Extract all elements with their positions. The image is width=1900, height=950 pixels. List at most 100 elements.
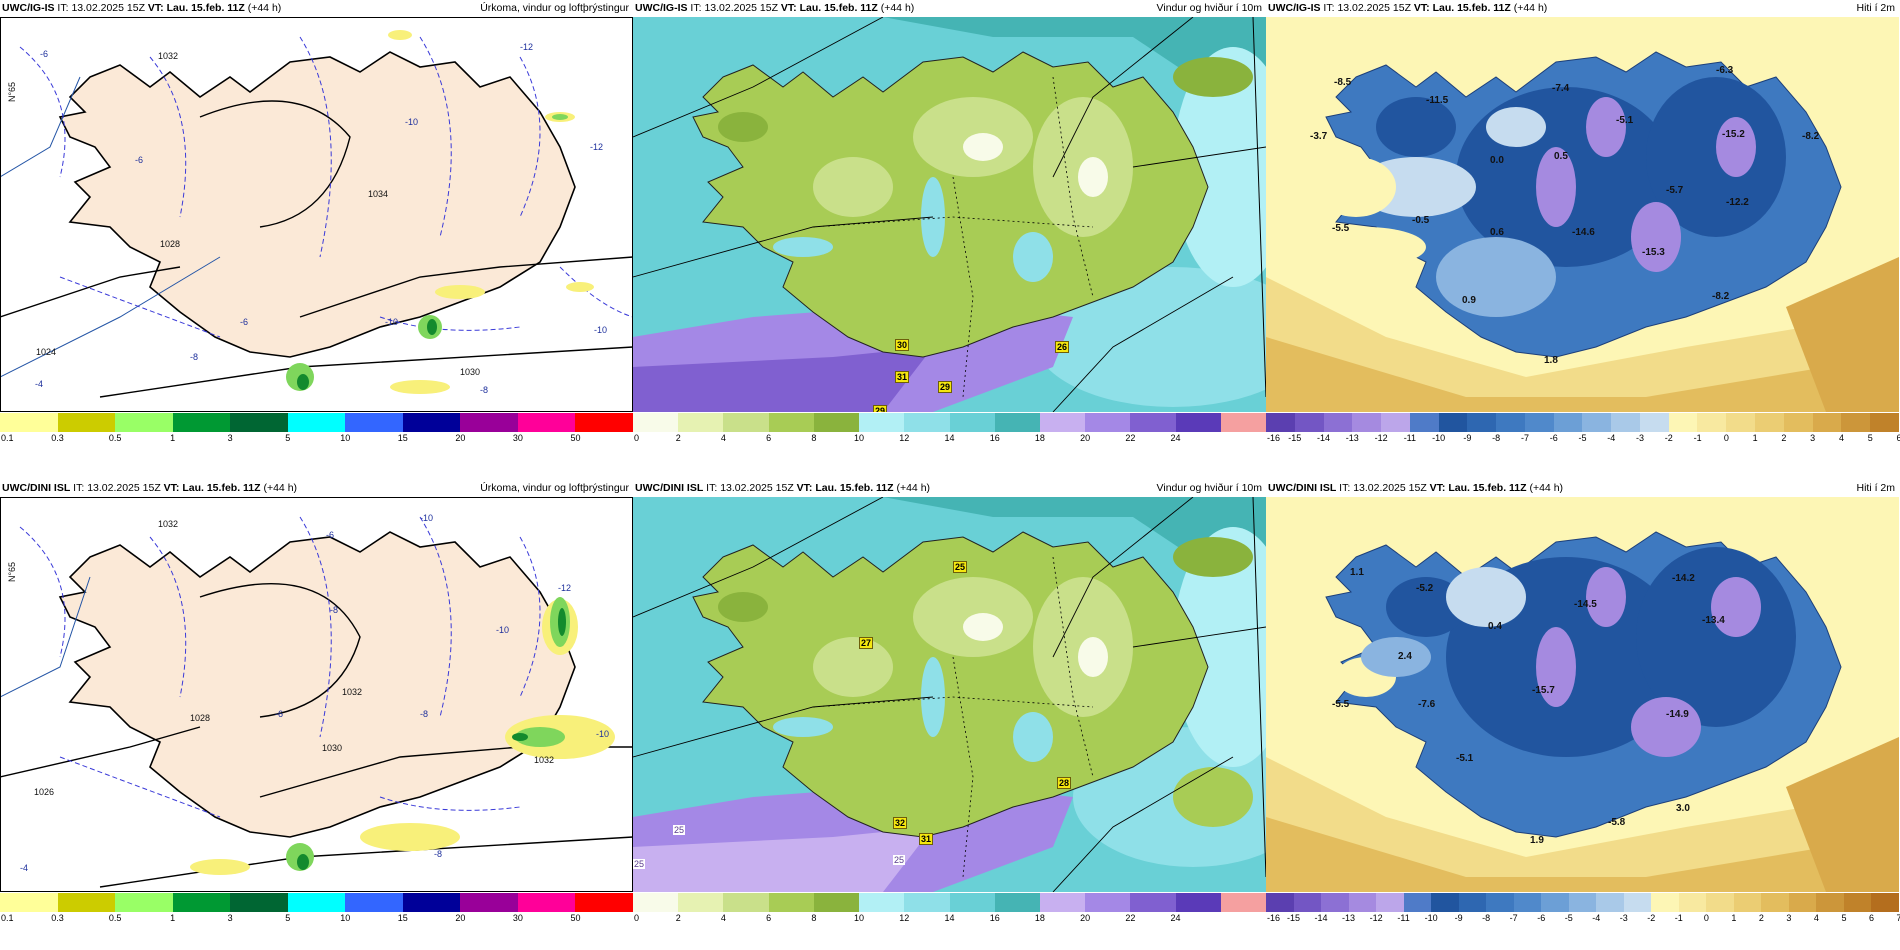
temp-label: 0.6 bbox=[1490, 227, 1504, 238]
colorbar-tick-label: 12 bbox=[899, 913, 910, 923]
it-value: 13.02.2025 15Z bbox=[87, 482, 161, 494]
colorbar-tick-label: 8 bbox=[811, 913, 817, 923]
colorbar-tick-label: 0.1 bbox=[1, 433, 14, 443]
colorbar-swatch bbox=[1524, 413, 1554, 432]
colorbar-swatch bbox=[994, 413, 1040, 432]
temp-label: -5.5 bbox=[1332, 223, 1350, 234]
panel-ig-precip: UWC/IG-IS IT: 13.02.2025 15Z VT: Lau. 15… bbox=[0, 0, 634, 452]
colorbar-swatch bbox=[1323, 413, 1353, 432]
colorbar-swatch bbox=[1085, 413, 1131, 432]
colorbar-tick-label: 6 bbox=[766, 913, 772, 923]
model-name: UWC/IG-IS bbox=[635, 2, 688, 14]
it-label: IT: bbox=[690, 2, 702, 14]
isotherm-label: -6 bbox=[275, 709, 284, 719]
colorbar-tick-label: 16 bbox=[989, 433, 1000, 443]
colorbar-swatch bbox=[1513, 893, 1542, 912]
panel-ig-temp: UWC/IG-IS IT: 13.02.2025 15Z VT: Lau. 15… bbox=[1266, 0, 1900, 452]
colorbar-swatch bbox=[1733, 893, 1762, 912]
colorbar-tick-label: 6 bbox=[766, 433, 772, 443]
colorbar-tick-label: -4 bbox=[1607, 433, 1616, 443]
model-name: UWC/IG-IS bbox=[1268, 2, 1321, 14]
colorbar-swatch bbox=[1812, 413, 1842, 432]
temp-label: -8.2 bbox=[1802, 131, 1820, 142]
map-area[interactable]: 1024 1028 1030 1032 1034 1028 -6 -6 -8 -… bbox=[0, 17, 633, 412]
isotherm-label: -4 bbox=[35, 379, 44, 389]
temp-label: 3.0 bbox=[1676, 803, 1690, 814]
colorbar-tick-label: 0.5 bbox=[108, 913, 122, 923]
vt-label: VT: bbox=[780, 2, 797, 14]
colorbar-swatch bbox=[0, 893, 58, 912]
temperature-map bbox=[1266, 17, 1899, 412]
gust-label: 26 bbox=[1055, 341, 1070, 353]
map-area[interactable]: 25 27 32 31 28 25 25 25 bbox=[633, 497, 1266, 892]
colorbar-tick-label: -9 bbox=[1463, 433, 1472, 443]
map-area[interactable]: 30 31 29 29 26 25 bbox=[633, 17, 1266, 412]
colorbar-tick-label: -10 bbox=[1424, 913, 1438, 923]
temp-label: -14.6 bbox=[1572, 227, 1595, 238]
colorbar-tick-label: -14 bbox=[1314, 913, 1328, 923]
vt-value: Lau. 15.feb. 11Z bbox=[799, 2, 878, 14]
colorbar-tick-label: 5 bbox=[285, 433, 291, 443]
colorbar-swatch bbox=[1467, 413, 1497, 432]
vt-label: VT: bbox=[1429, 482, 1446, 494]
colorbar-tick-label: -9 bbox=[1454, 913, 1463, 923]
colorbar-swatch bbox=[517, 893, 576, 912]
wind-colorbar bbox=[633, 413, 1267, 432]
panel-title: Vindur og hviður í 10m bbox=[1156, 2, 1262, 14]
colorbar-swatch bbox=[723, 893, 769, 912]
map-area[interactable]: 1.1 -5.2 -14.2 -14.5 0.4 -13.4 2.4 -5.5 … bbox=[1266, 497, 1899, 892]
map-area[interactable]: 1032 1028 1026 1030 1032 1032 -10 -6 -8 … bbox=[0, 497, 633, 892]
isotherm-label: -10 bbox=[405, 117, 419, 127]
colorbar-tick-label: -12 bbox=[1374, 433, 1388, 443]
colorbar-swatch bbox=[57, 413, 116, 432]
gust-label: 25 bbox=[673, 825, 686, 835]
colorbar-swatch bbox=[1294, 413, 1324, 432]
colorbar-tick-label: -3 bbox=[1636, 433, 1645, 443]
colorbar-tick-label: 1 bbox=[1752, 433, 1758, 443]
colorbar-swatch bbox=[813, 413, 860, 432]
colorbar-swatch bbox=[678, 413, 724, 432]
panel-dini-temp: UWC/DINI ISL IT: 13.02.2025 15Z VT: Lau.… bbox=[1266, 480, 1900, 932]
isobar-label: 1032 bbox=[534, 755, 555, 765]
colorbar-tick-label: 3 bbox=[227, 913, 233, 923]
colorbar-swatch bbox=[345, 893, 403, 912]
precip-map bbox=[0, 17, 633, 412]
colorbar-tick-label: 0.3 bbox=[51, 913, 64, 923]
temp-label: -11.5 bbox=[1426, 95, 1449, 106]
temp-label: 2.4 bbox=[1398, 651, 1412, 662]
colorbar-swatch bbox=[1266, 413, 1295, 432]
temp-label: -7.4 bbox=[1552, 83, 1570, 94]
colorbar-tick-label: 3 bbox=[1810, 433, 1816, 443]
colorbar-swatch bbox=[1541, 893, 1569, 912]
temp-label: -5.7 bbox=[1666, 185, 1684, 196]
colorbar-tick-label: 20 bbox=[1080, 913, 1091, 923]
vt-value: Lau. 15.feb. 11Z bbox=[1432, 2, 1511, 14]
panel-dini-wind: UWC/DINI ISL IT: 13.02.2025 15Z VT: Lau.… bbox=[633, 480, 1267, 932]
map-area[interactable]: -8.5 -11.5 -7.4 -6.3 -3.7 0.0 0.5 -5.1 -… bbox=[1266, 17, 1899, 412]
colorbar-tick-label: 1 bbox=[1731, 913, 1737, 923]
colorbar-tick-label: 3 bbox=[227, 433, 233, 443]
isotherm-label: -6 bbox=[326, 530, 335, 540]
colorbar-swatch bbox=[402, 893, 461, 912]
vt-label: VT: bbox=[163, 482, 180, 494]
temp-label: -0.5 bbox=[1412, 215, 1430, 226]
colorbar-swatch bbox=[1582, 413, 1612, 432]
colorbar-swatch bbox=[230, 413, 288, 432]
colorbar-swatch bbox=[1039, 893, 1086, 912]
colorbar-ticks: 0.1 0.3 0.5 1 3 5 10 15 20 30 50 bbox=[0, 913, 633, 927]
temp-label: -6.3 bbox=[1716, 65, 1734, 76]
colorbar-swatch bbox=[1438, 413, 1468, 432]
colorbar-swatch bbox=[1611, 413, 1640, 432]
it-label: IT: bbox=[57, 2, 69, 14]
colorbar-ticks: 0 2 4 6 8 10 12 14 16 18 20 22 24 bbox=[633, 913, 1266, 927]
temp-label: -15.2 bbox=[1722, 129, 1745, 140]
gust-label: 28 bbox=[1057, 777, 1072, 789]
colorbar-swatch bbox=[1870, 413, 1899, 432]
colorbar-swatch bbox=[949, 893, 995, 912]
colorbar-tick-label: -2 bbox=[1647, 913, 1656, 923]
colorbar-swatch bbox=[1651, 893, 1679, 912]
colorbar-tick-label: 1 bbox=[170, 433, 176, 443]
colorbar-swatch bbox=[575, 413, 634, 432]
colorbar-tick-label: 0.1 bbox=[1, 913, 14, 923]
vt-value: Lau. 15.feb. 11Z bbox=[182, 482, 261, 494]
